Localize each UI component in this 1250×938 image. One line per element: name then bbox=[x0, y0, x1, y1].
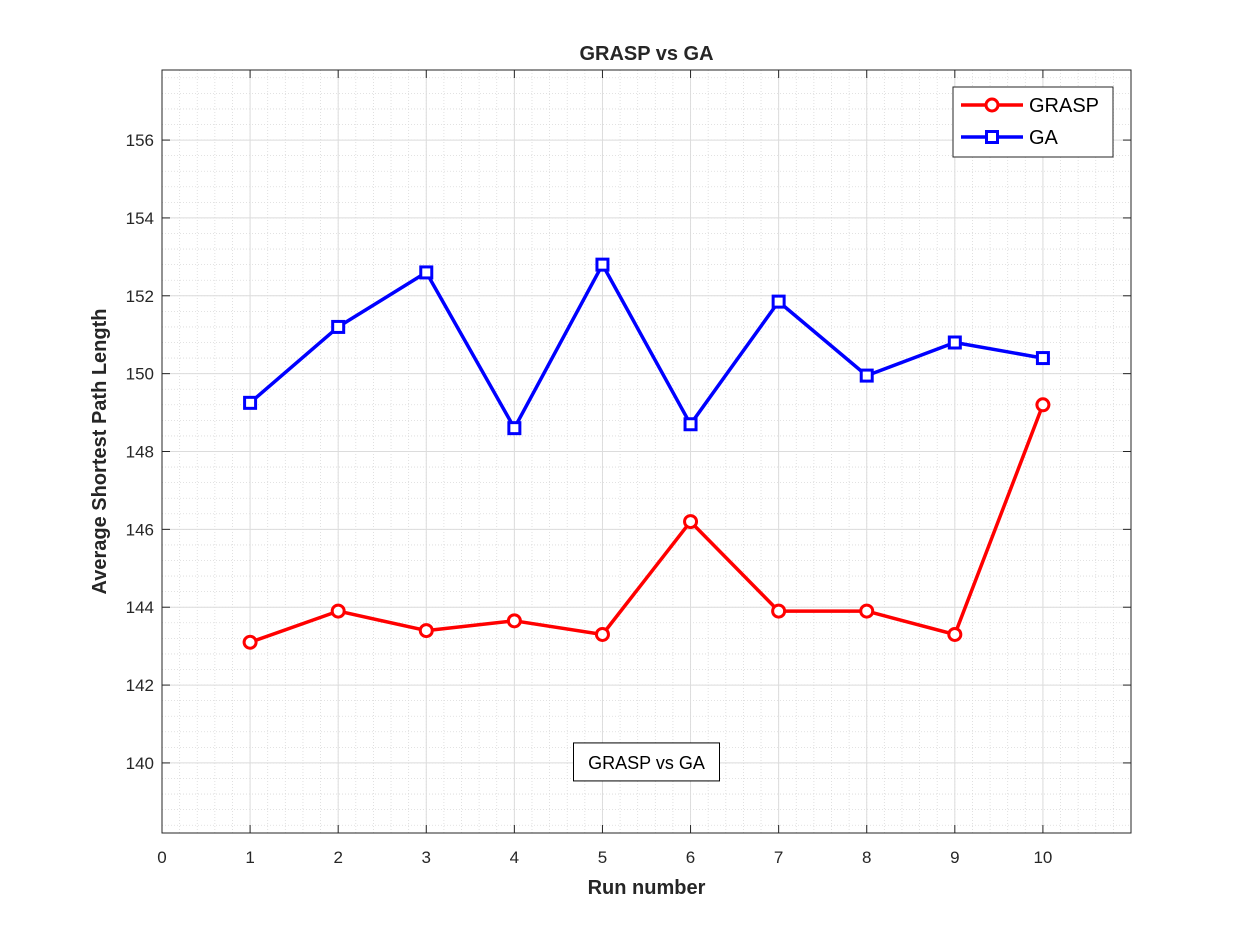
data-point bbox=[418, 623, 434, 639]
legend-marker bbox=[984, 97, 1000, 113]
data-point bbox=[419, 265, 434, 280]
annotation-frame bbox=[573, 742, 720, 782]
x-tick-label: 1 bbox=[245, 848, 254, 867]
data-point bbox=[506, 613, 522, 629]
data-point bbox=[859, 603, 875, 619]
data-point bbox=[771, 603, 787, 619]
y-tick-label: 154 bbox=[126, 209, 154, 228]
legend-frame bbox=[952, 86, 1114, 158]
legend-label: GRASP bbox=[1029, 95, 1099, 117]
data-point bbox=[594, 626, 610, 642]
x-tick-label: 5 bbox=[598, 848, 607, 867]
x-tick-label: 10 bbox=[1033, 848, 1052, 867]
legend-item-grasp: GRASP bbox=[961, 95, 1099, 117]
data-point bbox=[243, 395, 258, 410]
x-tick-label: 2 bbox=[333, 848, 342, 867]
data-point bbox=[1035, 351, 1050, 366]
series-layer bbox=[242, 257, 1051, 650]
data-point bbox=[947, 335, 962, 350]
series-ga bbox=[243, 257, 1050, 436]
data-point bbox=[771, 294, 786, 309]
data-point bbox=[242, 634, 258, 650]
data-point bbox=[859, 368, 874, 383]
series-grasp bbox=[242, 397, 1051, 650]
data-point bbox=[595, 257, 610, 272]
y-axis-label: Average Shortest Path Length bbox=[89, 309, 111, 595]
data-point bbox=[331, 319, 346, 334]
x-tick-label: 8 bbox=[862, 848, 871, 867]
x-tick-label: 6 bbox=[686, 848, 695, 867]
series-line-grasp bbox=[249, 404, 1045, 644]
data-point bbox=[330, 603, 346, 619]
annotation-box: GRASP vs GA bbox=[573, 742, 720, 782]
x-tick-label: 3 bbox=[422, 848, 431, 867]
y-tick-label: 150 bbox=[126, 365, 154, 384]
data-point bbox=[683, 417, 698, 432]
x-tick-label: 4 bbox=[510, 848, 519, 867]
y-tick-label: 146 bbox=[126, 520, 154, 539]
data-point bbox=[507, 421, 522, 436]
x-tick-label: 0 bbox=[157, 848, 166, 867]
chart-title: GRASP vs GA bbox=[579, 43, 713, 65]
legend-marker bbox=[985, 130, 999, 144]
y-axis: 140 142 144 146 148 150 152 154 156 bbox=[126, 131, 1131, 773]
series-line-ga bbox=[248, 262, 1044, 430]
y-tick-label: 142 bbox=[126, 676, 154, 695]
legend-label: GA bbox=[1029, 127, 1059, 149]
y-tick-label: 144 bbox=[126, 598, 154, 617]
data-point bbox=[683, 514, 699, 530]
y-tick-label: 148 bbox=[126, 443, 154, 462]
data-point bbox=[947, 626, 963, 642]
annotation-text: GRASP vs GA bbox=[588, 753, 705, 773]
y-tick-label: 156 bbox=[126, 131, 154, 150]
legend: GRASP GA bbox=[952, 86, 1114, 158]
y-tick-label: 152 bbox=[126, 287, 154, 306]
legend-item-ga: GA bbox=[961, 127, 1059, 149]
x-tick-label: 9 bbox=[950, 848, 959, 867]
x-axis-label: Run number bbox=[588, 877, 706, 899]
x-axis: 0 1 2 3 4 5 6 7 8 9 10 bbox=[157, 70, 1052, 867]
x-tick-label: 7 bbox=[774, 848, 783, 867]
data-point bbox=[1035, 397, 1051, 413]
y-tick-label: 140 bbox=[126, 754, 154, 773]
